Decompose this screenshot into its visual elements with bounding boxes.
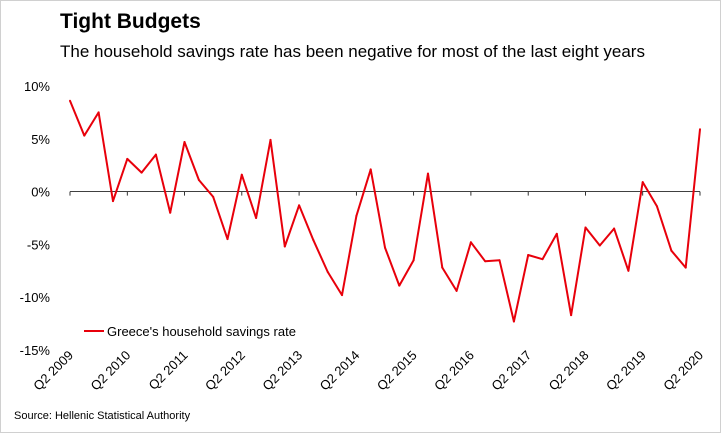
x-tick-label: Q2 2010 <box>88 348 134 394</box>
legend-label: Greece's household savings rate <box>107 324 296 339</box>
data-point <box>555 232 558 235</box>
source-note: Source: Hellenic Statistical Authority <box>14 410 191 422</box>
data-point <box>512 320 515 323</box>
y-tick-label: -10% <box>20 290 51 305</box>
y-axis: 10% 5% 0% -5% -10% -15% <box>20 79 51 358</box>
data-point <box>670 249 673 252</box>
legend: Greece's household savings rate <box>84 324 296 339</box>
x-tick-label: Q2 2013 <box>259 348 305 394</box>
data-point <box>169 211 172 214</box>
data-point <box>83 134 86 137</box>
data-point <box>111 200 114 203</box>
data-point <box>69 99 71 102</box>
y-tick-label: -5% <box>27 237 51 252</box>
x-tick-label: Q2 2017 <box>488 348 534 394</box>
data-point <box>598 244 601 247</box>
data-point <box>656 205 659 208</box>
data-point <box>369 168 372 171</box>
x-tick-label: Q2 2012 <box>202 348 248 394</box>
data-point <box>126 157 129 160</box>
data-point <box>283 245 286 248</box>
data-point <box>226 238 229 241</box>
data-point <box>484 260 487 263</box>
data-point <box>469 241 472 244</box>
data-point <box>641 181 644 184</box>
data-point <box>455 289 458 292</box>
data-point <box>212 195 215 198</box>
data-point <box>684 266 687 269</box>
data-point <box>541 258 544 261</box>
data-point <box>197 178 200 181</box>
data-point <box>570 314 573 317</box>
data-point <box>154 153 157 156</box>
data-point <box>412 259 415 262</box>
data-point <box>140 171 143 174</box>
series-line <box>69 100 701 323</box>
data-point <box>498 259 501 262</box>
data-point <box>584 226 587 229</box>
data-point <box>398 284 401 287</box>
x-tick-label: Q2 2014 <box>317 348 363 394</box>
y-tick-label: 10% <box>24 79 50 94</box>
x-tick-label: Q2 2016 <box>431 348 477 394</box>
data-point <box>699 128 701 131</box>
data-point <box>240 173 243 176</box>
data-point <box>384 246 386 249</box>
data-point <box>97 111 100 114</box>
data-point <box>269 138 272 141</box>
data-point <box>426 172 429 175</box>
x-axis: Q2 2009 Q2 2010 Q2 2011 Q2 2012 Q2 2013 Q2 20… <box>30 191 706 394</box>
data-point <box>183 140 186 143</box>
y-tick-label: 0% <box>31 185 50 200</box>
chart-subtitle: The household savings rate has been nega… <box>60 42 645 61</box>
data-point <box>341 294 344 297</box>
x-tick-label: Q2 2020 <box>660 348 706 394</box>
data-point <box>441 266 444 269</box>
data-point <box>527 253 530 256</box>
y-tick-label: -15% <box>20 343 51 358</box>
chart-title: Tight Budgets <box>60 10 201 33</box>
x-tick-label: Q2 2015 <box>374 348 420 394</box>
y-tick-label: 5% <box>31 132 50 147</box>
data-point <box>355 214 358 217</box>
data-point <box>627 269 630 272</box>
data-point <box>298 204 301 207</box>
data-point <box>312 239 315 242</box>
data-point <box>255 217 258 219</box>
x-tick-label: Q2 2018 <box>546 348 592 394</box>
x-tick-label: Q2 2011 <box>145 348 190 393</box>
x-tick-label: Q2 2019 <box>603 348 649 394</box>
series-group <box>69 99 701 323</box>
data-point <box>326 270 329 273</box>
data-point <box>613 227 616 230</box>
